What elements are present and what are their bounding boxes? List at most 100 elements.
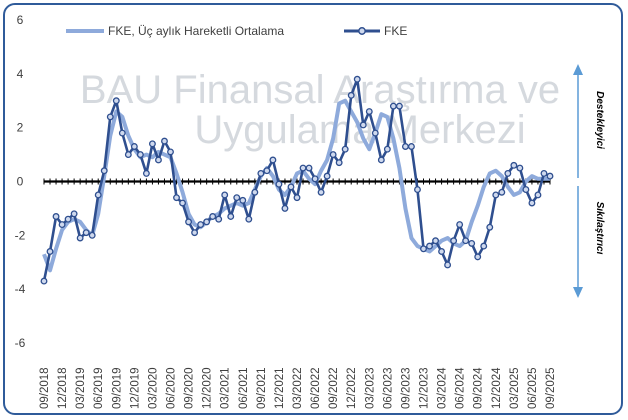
- fke-data-point: [480, 242, 488, 250]
- fke-data-point: [317, 188, 325, 196]
- fke-data-point: [516, 164, 524, 172]
- fke-data-point: [76, 234, 84, 242]
- fke-data-point: [534, 191, 542, 199]
- y-axis: -6 -4 -2 0 2 4 6: [15, 13, 26, 350]
- fke-data-point: [528, 199, 536, 207]
- fke-data-point: [371, 129, 379, 137]
- fke-data-point: [100, 167, 108, 175]
- x-tick-label: 09/2022: [328, 367, 340, 409]
- fke-data-point: [82, 229, 90, 237]
- fke-data-point: [112, 97, 120, 105]
- fke-data-point: [486, 223, 494, 231]
- fke-data-point: [227, 213, 235, 220]
- fke-data-point: [444, 261, 452, 269]
- x-tick-label: 12/2018: [57, 367, 69, 409]
- y-tick-label: -4: [15, 282, 26, 296]
- fke-data-point: [46, 248, 54, 255]
- fke-data-point: [353, 75, 361, 83]
- fke-data-point: [148, 140, 156, 148]
- fke-data-point: [155, 156, 162, 164]
- x-tick-label: 03/2025: [509, 367, 521, 409]
- fke-data-point: [414, 186, 421, 194]
- y-tick-label: 2: [17, 121, 24, 135]
- y-tick-label: 4: [17, 67, 24, 81]
- side-label-lower: Sıkılaştırıcı: [594, 202, 605, 255]
- series-layer: [40, 75, 554, 285]
- fke-data-point: [299, 164, 307, 172]
- x-tick-label: 03/2024: [437, 367, 449, 409]
- fke-data-point: [474, 253, 482, 261]
- fke-data-point: [173, 194, 180, 202]
- fke-data-point: [58, 221, 66, 229]
- fke-data-point: [197, 221, 205, 229]
- legend: FKE, Üç aylık Hareketli Ortalama FKE: [66, 24, 407, 38]
- fke-data-point: [130, 143, 138, 150]
- fke-data-point: [389, 102, 397, 110]
- fke-data-point: [498, 188, 506, 196]
- fke-data-point: [281, 204, 289, 212]
- fke-data-point: [287, 183, 295, 191]
- x-tick-label: 12/2020: [202, 367, 214, 409]
- legend-marker-fke: [358, 27, 366, 35]
- x-tick-label: 03/2023: [364, 367, 376, 409]
- fke-data-point: [456, 221, 464, 229]
- fke-data-point: [233, 194, 241, 202]
- fke-data-point: [311, 175, 319, 183]
- x-tick-label: 09/2021: [256, 367, 268, 409]
- fke-data-point: [335, 159, 343, 167]
- fke-data-point: [275, 180, 283, 188]
- side-arrows: Destekleyici Sıkılaştırıcı: [573, 64, 605, 298]
- x-tick-label: 09/2020: [184, 367, 196, 409]
- x-tick-label: 06/2019: [93, 367, 105, 409]
- fke-data-point: [124, 151, 132, 159]
- y-tick-label: -2: [15, 228, 26, 242]
- fke-data-point: [239, 196, 247, 204]
- x-tick-label: 06/2021: [238, 367, 250, 409]
- x-tick-label: 12/2023: [419, 367, 431, 409]
- x-tick-label: 06/2020: [166, 367, 178, 409]
- x-axis: 09/2018 12/2018 03/2019 06/2019 09/2019 12/20…: [39, 178, 557, 409]
- fke-data-point: [450, 237, 458, 245]
- x-tick-label: 03/2019: [75, 367, 87, 409]
- chart-frame: [3, 3, 623, 415]
- fke-data-point: [341, 145, 349, 153]
- fke-data-point: [329, 151, 337, 159]
- fke-data-point: [420, 245, 427, 253]
- fke-data-point: [359, 121, 367, 129]
- x-tick-label: 09/2023: [400, 367, 412, 409]
- down-arrow-icon: [573, 287, 583, 298]
- x-tick-label: 03/2021: [220, 367, 232, 409]
- fke-data-point: [179, 199, 186, 207]
- fke-data-point: [468, 239, 476, 247]
- x-tick-label: 09/2024: [473, 367, 485, 409]
- x-tick-label: 12/2021: [274, 367, 286, 409]
- watermark-line-1: BAU Finansal Araştırma ve: [80, 68, 560, 112]
- fke-data-point: [438, 248, 446, 255]
- fke-data-point: [185, 218, 193, 226]
- legend-label-ma: FKE, Üç aylık Hareketli Ortalama: [108, 24, 284, 38]
- x-tick-label: 12/2024: [491, 367, 503, 409]
- fke-data-point: [64, 215, 72, 223]
- x-tick-label: 03/2022: [292, 367, 304, 409]
- fke-data-point: [432, 237, 439, 245]
- fke-data-point: [263, 167, 271, 175]
- x-tick-label: 09/2018: [39, 367, 51, 409]
- fke-data-point: [257, 169, 265, 177]
- legend-label-fke: FKE: [384, 24, 407, 38]
- fke-data-point: [161, 137, 168, 145]
- x-tick-label: 06/2023: [382, 367, 394, 409]
- y-tick-label: -6: [15, 336, 26, 350]
- x-tick-label: 06/2024: [455, 367, 467, 409]
- fke-data-point: [215, 215, 223, 223]
- fke-data-point: [426, 242, 433, 250]
- x-tick-label: 09/2025: [545, 367, 557, 409]
- fke-data-point: [323, 172, 331, 180]
- fke-data-point: [383, 145, 391, 153]
- fke-data-point: [245, 215, 253, 223]
- fke-data-point: [365, 108, 373, 115]
- x-tick-label: 06/2025: [527, 367, 539, 409]
- fke-data-point: [408, 143, 415, 150]
- side-label-upper: Destekleyici: [594, 91, 605, 149]
- fke-data-point: [251, 188, 259, 196]
